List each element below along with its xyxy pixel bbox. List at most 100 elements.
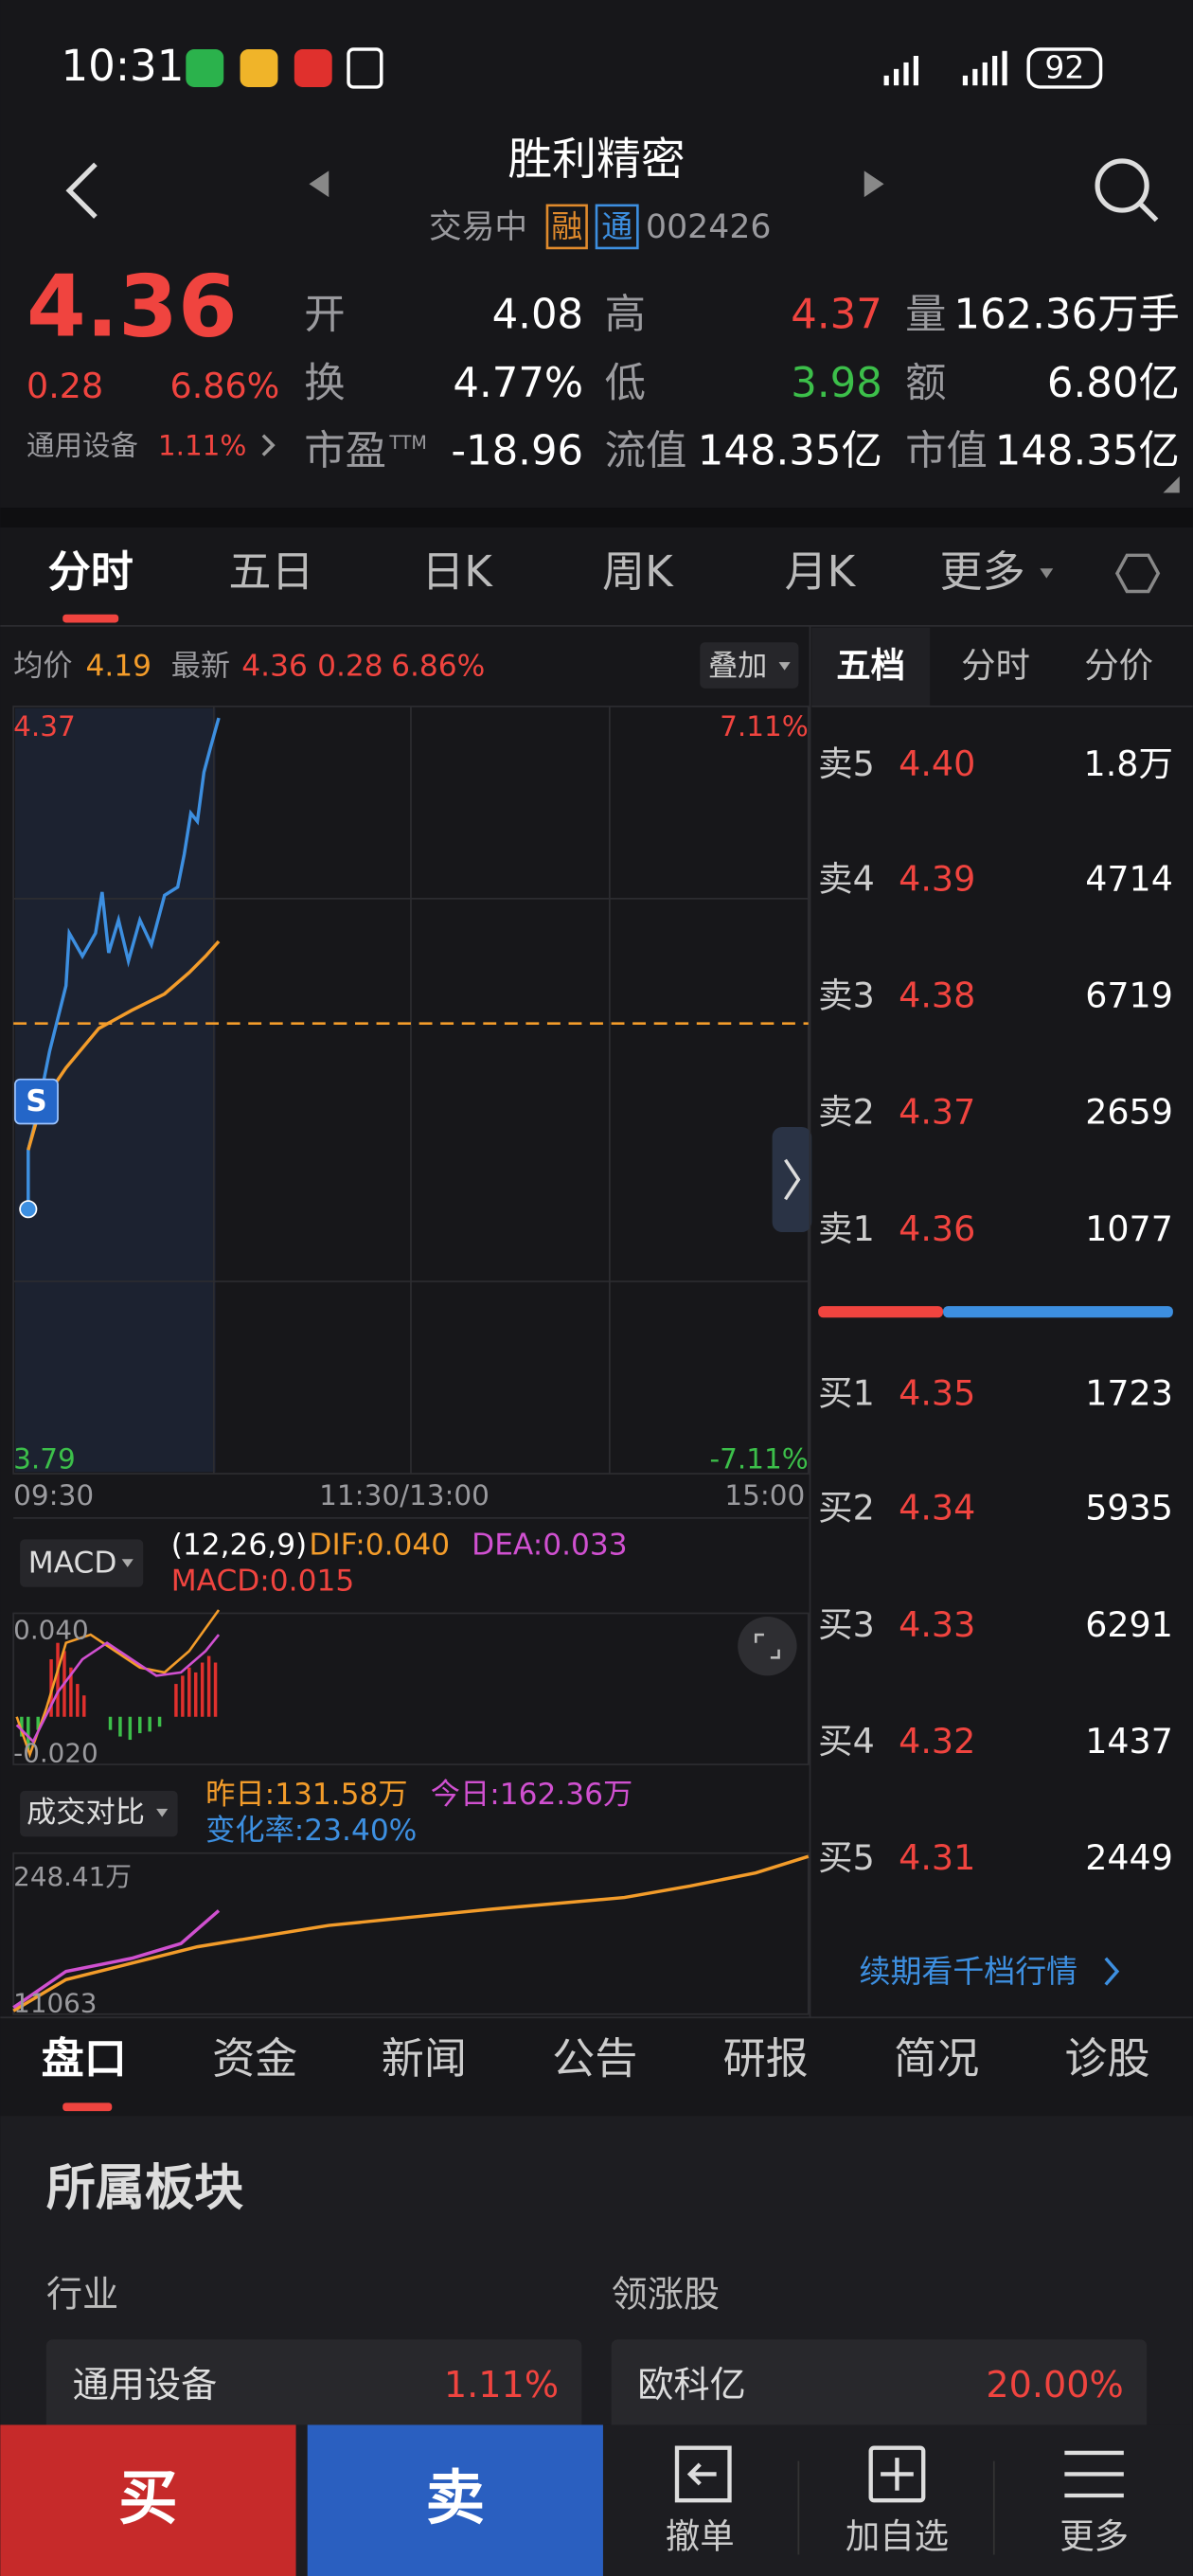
leader-card[interactable] xyxy=(611,2339,1148,2432)
stat-label: 开 xyxy=(304,291,345,338)
change: 0.28 xyxy=(27,366,103,406)
leader-change: 20.00% xyxy=(986,2364,1124,2406)
info-tab[interactable]: 诊股 xyxy=(1064,2033,1149,2084)
divider xyxy=(0,508,1193,528)
marker-label[interactable]: S xyxy=(26,1084,46,1118)
buy-label[interactable]: 买 xyxy=(118,2463,177,2532)
change-pct: 6.86% xyxy=(170,366,280,406)
signal-icons xyxy=(883,50,1007,86)
more-caret xyxy=(1040,568,1054,579)
today-volume-line xyxy=(12,1909,221,2010)
book-price: 4.40 xyxy=(899,743,975,784)
book-tab[interactable]: 分价 xyxy=(1084,645,1153,686)
stat-value: 3.98 xyxy=(791,360,882,407)
tag: 通 xyxy=(601,208,632,245)
chart-tab[interactable]: 五日 xyxy=(228,546,313,597)
expand-panel[interactable] xyxy=(772,1127,812,1233)
info-tab[interactable]: 研报 xyxy=(723,2033,809,2084)
book-volume: 6291 xyxy=(1085,1604,1173,1645)
indicator-name[interactable]: MACD xyxy=(28,1546,117,1580)
indicator-name[interactable]: 成交对比 xyxy=(27,1796,145,1830)
info-tab[interactable]: 资金 xyxy=(212,2033,297,2084)
wechat-icon xyxy=(186,49,224,87)
search-button[interactable] xyxy=(1095,158,1149,213)
grid xyxy=(13,706,809,1475)
book-volume: 4714 xyxy=(1085,858,1173,899)
tab-indicator xyxy=(62,614,119,623)
stat-label: 市盈 xyxy=(304,427,386,474)
axis-label: 0.040 xyxy=(13,1615,88,1646)
chart-tab[interactable]: 月K xyxy=(785,546,857,597)
tab-indicator xyxy=(62,2102,113,2112)
avg-price: 4.19 xyxy=(86,649,152,683)
label: 均价 xyxy=(13,649,72,683)
macd-selector[interactable] xyxy=(20,1539,144,1587)
depth-link[interactable]: 续期看千档行情 xyxy=(860,1953,1078,1990)
info-tab[interactable]: 简况 xyxy=(894,2033,979,2084)
axis-label: 11063 xyxy=(13,1987,97,2018)
chevron xyxy=(261,434,276,456)
search-handle xyxy=(1138,202,1159,223)
volume-selector[interactable] xyxy=(20,1790,178,1837)
book-tab[interactable]: 分时 xyxy=(961,645,1030,686)
info-tab[interactable]: 新闻 xyxy=(382,2033,467,2084)
next-stock[interactable] xyxy=(864,170,884,198)
more-label[interactable]: 更多 xyxy=(1059,2516,1129,2557)
fullscreen-button[interactable] xyxy=(738,1616,797,1676)
book-volume: 5935 xyxy=(1085,1488,1173,1529)
stat-value: 4.77% xyxy=(453,360,583,407)
cancel-label[interactable]: 撤单 xyxy=(666,2516,735,2557)
info-tab[interactable]: 公告 xyxy=(552,2033,637,2084)
label: 行业 xyxy=(46,2274,118,2316)
chart-tab[interactable]: 分时 xyxy=(48,546,134,597)
info-tab[interactable]: 盘口 xyxy=(42,2033,127,2084)
caret xyxy=(778,662,791,671)
book-volume: 2449 xyxy=(1085,1837,1173,1878)
book-price: 4.31 xyxy=(899,1837,975,1878)
s-marker[interactable] xyxy=(14,1078,59,1125)
tab-active-bg xyxy=(811,627,931,707)
industry-card[interactable] xyxy=(45,2339,582,2432)
axis-label: -7.11% xyxy=(710,1443,809,1476)
sector[interactable]: 通用设备 xyxy=(27,429,138,461)
weibo-icon xyxy=(240,49,278,87)
change: 0.28 xyxy=(317,649,383,683)
book-volume: 1723 xyxy=(1085,1372,1173,1413)
settings-icon[interactable] xyxy=(1114,553,1161,594)
overlay-label[interactable]: 叠加 xyxy=(708,649,767,683)
chart-tab[interactable]: 日K xyxy=(421,546,493,597)
stat-value: 4.08 xyxy=(492,291,584,338)
back-button[interactable] xyxy=(65,162,98,219)
section-title: 所属板块 xyxy=(46,2160,243,2217)
book-tab[interactable]: 五档 xyxy=(836,645,905,686)
book-level: 卖3 xyxy=(818,975,875,1015)
yesterday-volume: 昨日:131.58万 xyxy=(205,1778,407,1812)
last-price: 4.36 xyxy=(241,649,308,683)
tag: 融 xyxy=(551,208,582,245)
prev-stock[interactable] xyxy=(309,170,329,198)
chart-tab[interactable]: 更多 xyxy=(940,546,1025,597)
book-price: 4.36 xyxy=(899,1208,975,1249)
tag-box xyxy=(545,204,588,250)
overlay-button[interactable] xyxy=(700,642,799,689)
battery xyxy=(1026,47,1103,89)
watchlist-label[interactable]: 加自选 xyxy=(846,2516,949,2557)
book-price: 4.33 xyxy=(899,1604,975,1645)
action-icons xyxy=(674,2445,1124,2503)
stat-label-sup: TTM xyxy=(388,433,426,454)
label: 最新 xyxy=(171,649,230,683)
buy-button[interactable] xyxy=(0,2424,296,2576)
chart-tab[interactable]: 周K xyxy=(602,546,674,597)
book-volume: 1437 xyxy=(1085,1721,1173,1762)
open-point xyxy=(19,1200,38,1219)
sell-label[interactable]: 卖 xyxy=(426,2463,485,2532)
book-volume: 6719 xyxy=(1085,975,1173,1015)
book-volume: 1077 xyxy=(1085,1208,1173,1249)
stat-value: 6.80亿 xyxy=(1047,360,1180,407)
ask-ratio-bar xyxy=(818,1306,944,1318)
sell-button[interactable] xyxy=(307,2424,603,2576)
axis-label: -0.020 xyxy=(13,1738,98,1769)
book-volume: 2659 xyxy=(1085,1092,1173,1133)
chevron xyxy=(1104,1957,1120,1986)
